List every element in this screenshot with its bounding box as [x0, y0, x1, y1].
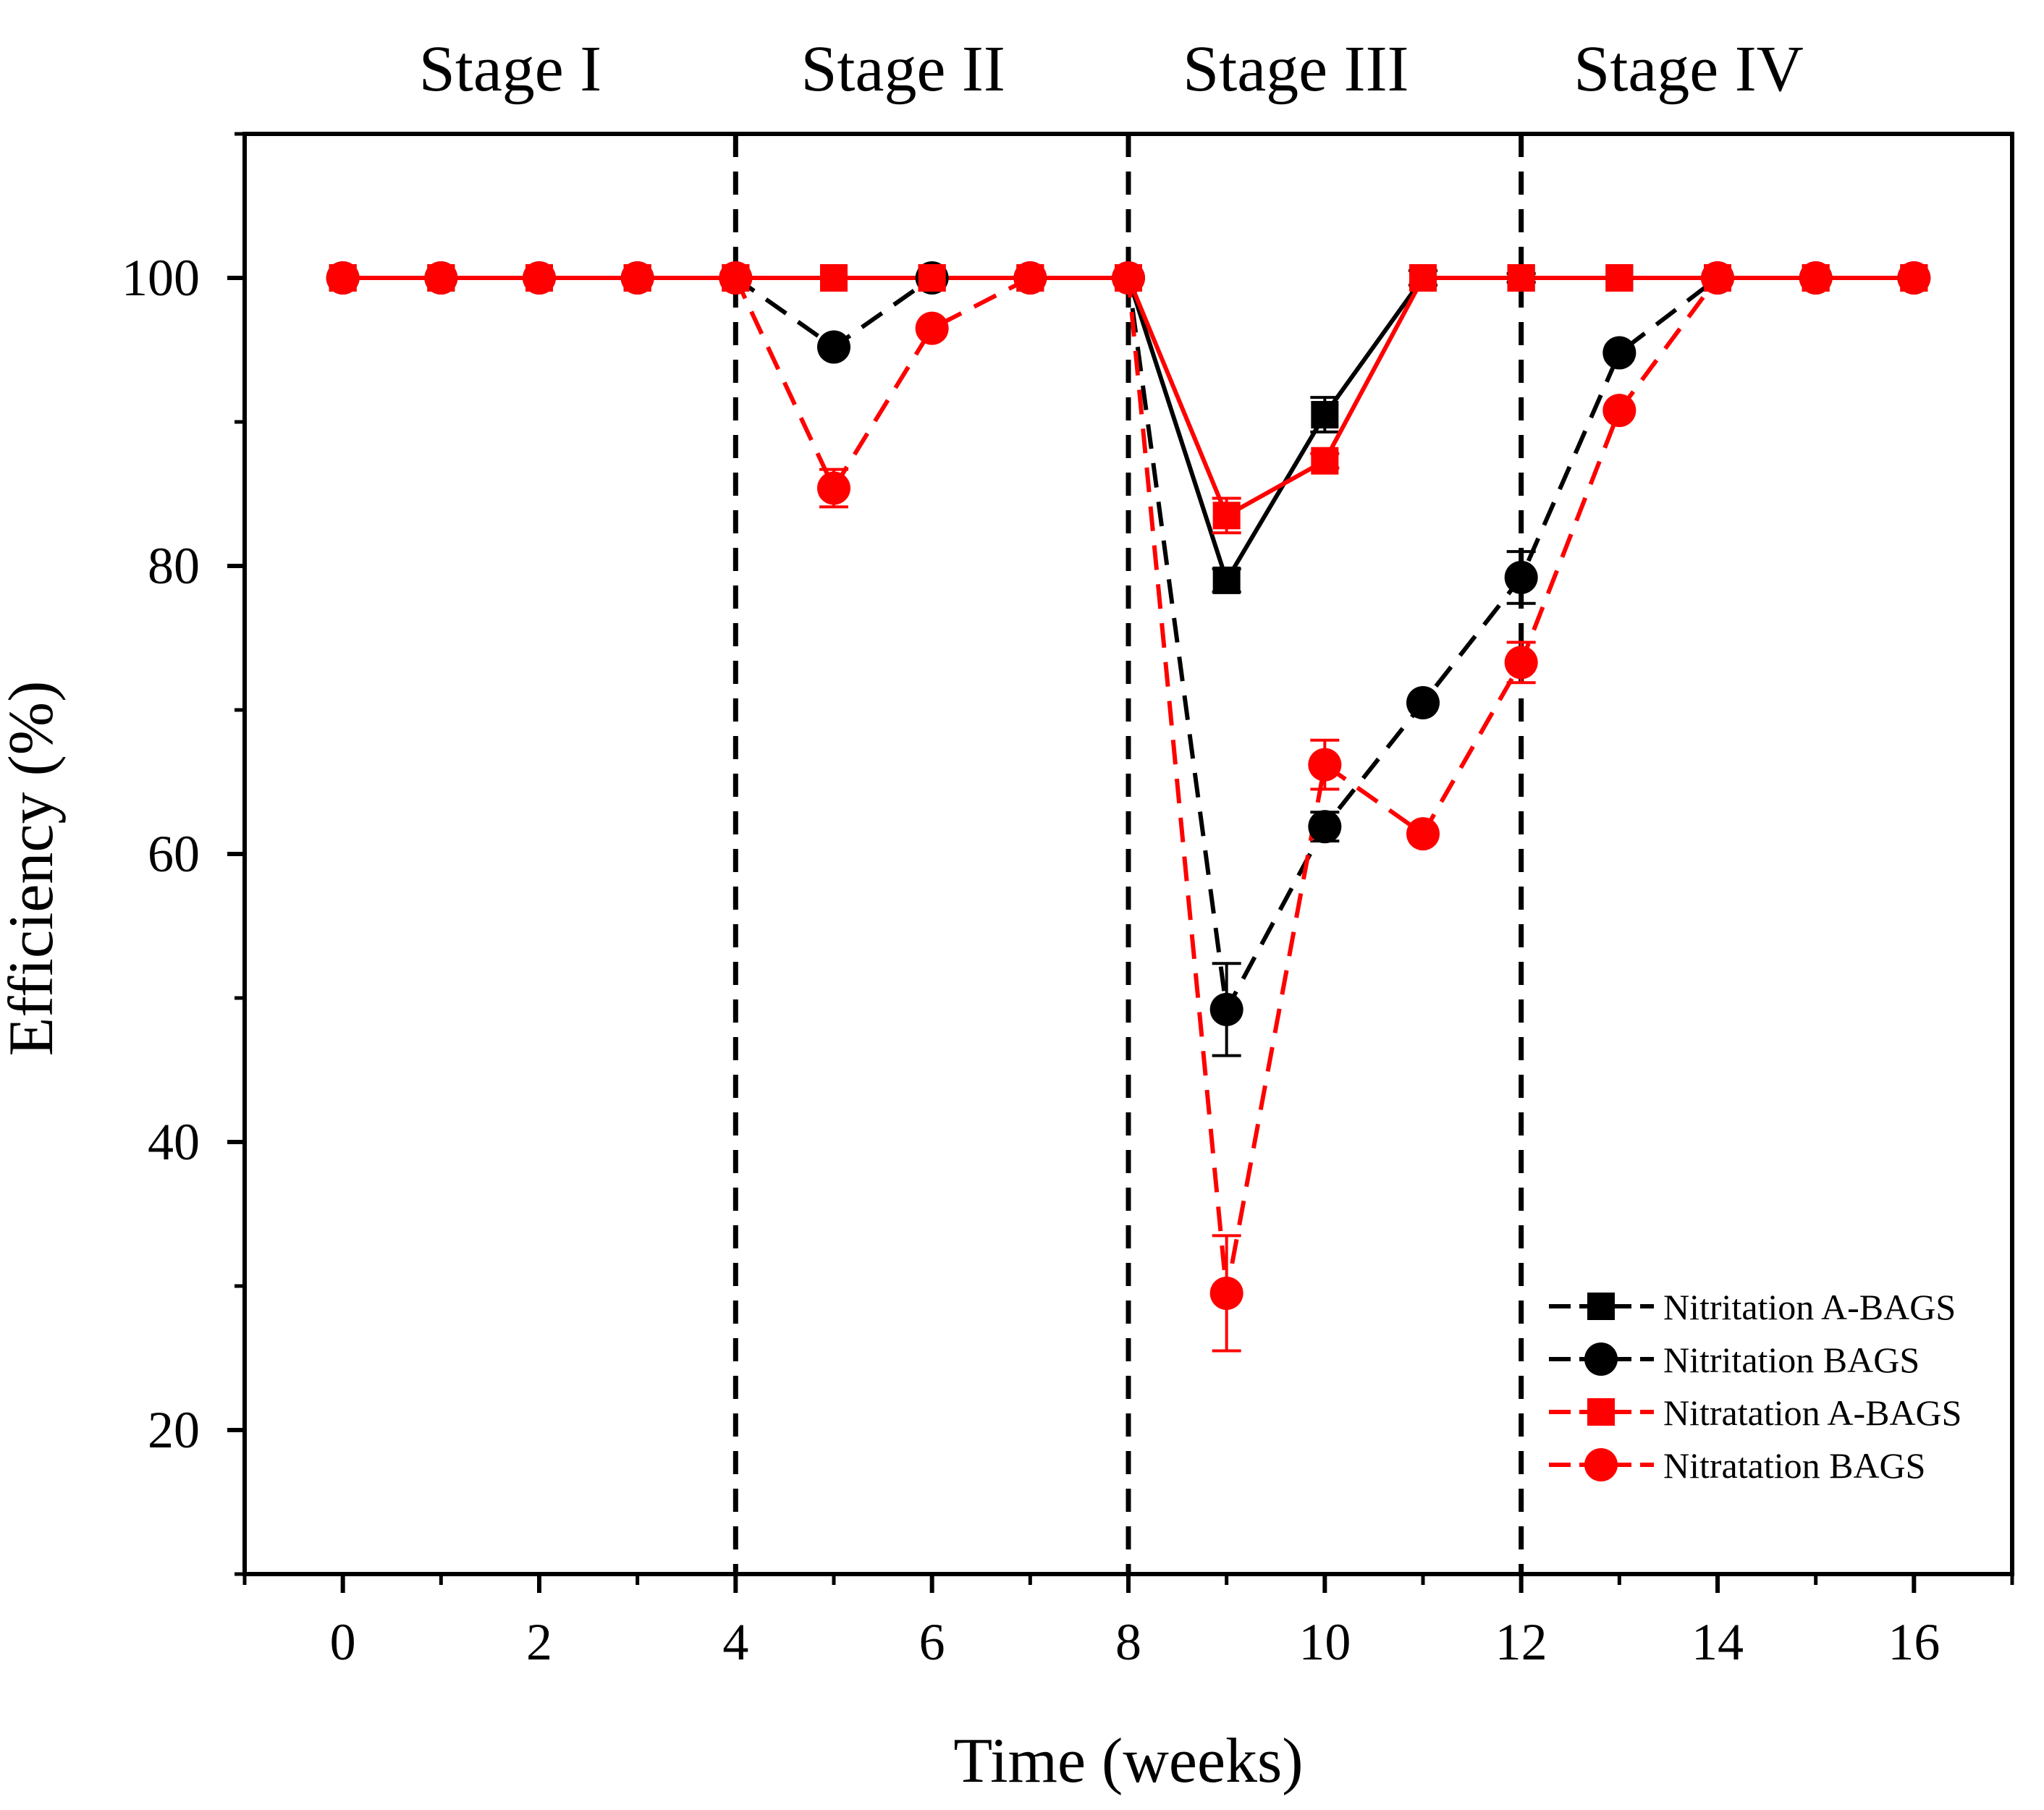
data-point: [523, 261, 556, 295]
stage-label: Stage II: [801, 33, 1005, 105]
data-point: [1212, 502, 1241, 530]
x-tick-label: 16: [1888, 1613, 1940, 1671]
axes: 0 2 4 6 8 10 12 14 16 20 40 60 80 100: [122, 132, 2014, 1671]
legend-marker: [1584, 1448, 1618, 1481]
data-point: [1507, 264, 1535, 292]
legend-label: Nitritation A-BAGS: [1663, 1287, 1956, 1327]
data-point: [1406, 817, 1440, 851]
stage-boundaries: [732, 134, 1524, 1574]
data-point: [1504, 560, 1538, 594]
legend-marker: [1587, 1293, 1615, 1320]
data-point: [817, 330, 850, 364]
data-point: [424, 261, 458, 295]
data-point: [1212, 566, 1241, 594]
stage-labels: Stage I Stage II Stage III Stage IV: [419, 33, 1804, 105]
data-point: [1311, 447, 1339, 475]
legend-marker: [1587, 1398, 1615, 1426]
data-point: [1406, 686, 1440, 720]
data-point: [1602, 336, 1637, 370]
data-point: [1112, 261, 1145, 295]
x-tick-label: 6: [919, 1613, 945, 1671]
data-point: [1605, 264, 1634, 292]
data-point: [620, 261, 654, 295]
stage-label: Stage III: [1183, 33, 1409, 105]
stage-label: Stage I: [419, 33, 601, 105]
markers-nitratation-bags: [326, 261, 1931, 1310]
series-group: [326, 261, 1931, 1353]
y-tick-label: 40: [148, 1113, 200, 1171]
x-tick-label: 2: [526, 1613, 552, 1671]
y-tick-label: 20: [148, 1401, 200, 1459]
data-point: [719, 261, 753, 295]
data-point: [1209, 1276, 1243, 1310]
data-point: [817, 471, 850, 505]
x-tick-label: 12: [1495, 1613, 1547, 1671]
data-point: [326, 261, 360, 295]
x-tick-label: 14: [1692, 1613, 1744, 1671]
legend-item: Nitritation A-BAGS: [1549, 1287, 1956, 1327]
x-tick-label: 4: [722, 1613, 748, 1671]
legend-marker: [1584, 1342, 1618, 1376]
data-point: [1799, 261, 1833, 295]
data-point: [1308, 748, 1342, 782]
legend-label: Nitratation BAGS: [1663, 1445, 1925, 1486]
y-axis-title: Efficiency (%): [0, 681, 67, 1057]
legend-item: Nitratation A-BAGS: [1549, 1392, 1961, 1433]
stage-label: Stage IV: [1574, 33, 1803, 105]
data-point: [1308, 810, 1342, 844]
x-tick-label: 0: [330, 1613, 356, 1671]
legend: Nitritation A-BAGS Nitritation BAGS Nitrat…: [1549, 1287, 1961, 1486]
x-tick-label: 8: [1115, 1613, 1141, 1671]
data-point: [820, 264, 848, 292]
x-axis-title: Time (weeks): [953, 1726, 1303, 1796]
x-tick-label: 10: [1298, 1613, 1351, 1671]
data-point: [915, 311, 949, 345]
legend-label: Nitritation BAGS: [1663, 1340, 1920, 1380]
data-point: [1013, 261, 1047, 295]
y-tick-label: 100: [122, 249, 200, 307]
y-tick-label: 60: [148, 825, 200, 883]
data-point: [1701, 261, 1734, 295]
data-point: [918, 264, 946, 292]
data-point: [1897, 261, 1931, 295]
data-point: [1311, 401, 1339, 429]
data-point: [1409, 264, 1437, 292]
data-point: [1209, 992, 1243, 1026]
legend-label: Nitratation A-BAGS: [1663, 1392, 1961, 1433]
legend-item: Nitritation BAGS: [1549, 1340, 1920, 1380]
legend-item: Nitratation BAGS: [1549, 1445, 1925, 1486]
data-point: [1602, 394, 1637, 428]
data-point: [1504, 646, 1538, 680]
y-tick-label: 80: [148, 537, 200, 595]
